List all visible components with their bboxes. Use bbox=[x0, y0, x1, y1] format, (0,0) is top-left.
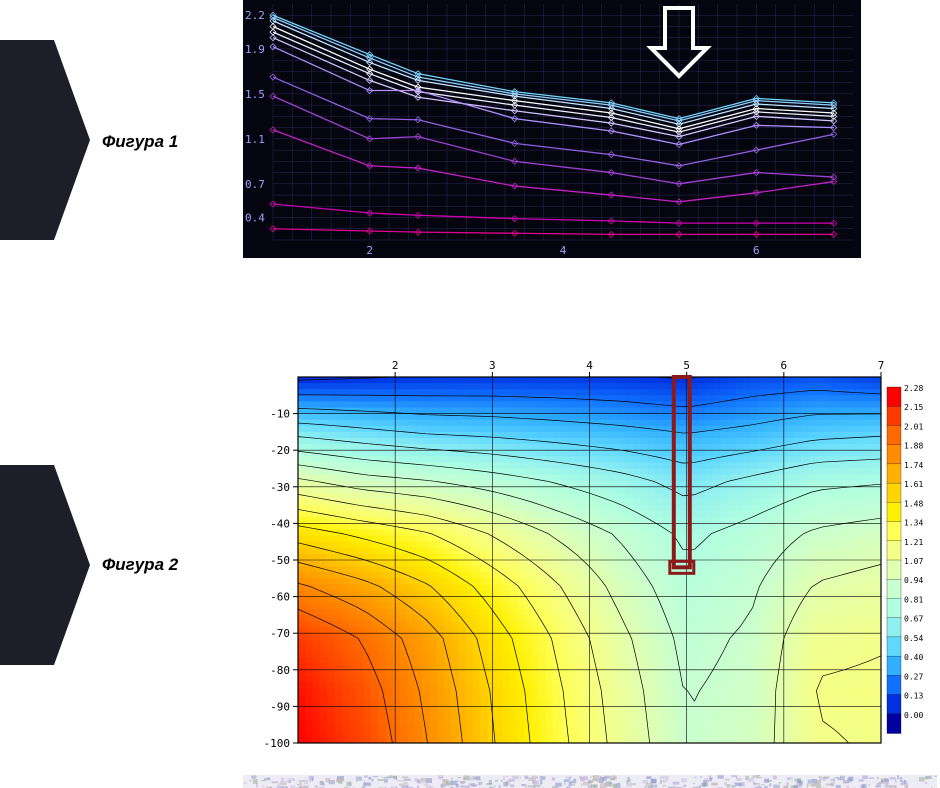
svg-text:0.4: 0.4 bbox=[245, 212, 265, 225]
svg-text:6: 6 bbox=[781, 359, 788, 372]
svg-text:1.48: 1.48 bbox=[904, 499, 923, 508]
svg-text:-70: -70 bbox=[270, 627, 290, 640]
svg-text:1.9: 1.9 bbox=[245, 43, 265, 56]
svg-text:7: 7 bbox=[878, 359, 885, 372]
svg-text:4: 4 bbox=[586, 359, 593, 372]
heatmap-svg: 2 3 4 5 6 7 -10 -20 -30 -40 -50 -60 -70 -80 -90 -100 2.2… bbox=[243, 357, 937, 751]
line-chart-svg: 2 4 6 0.4 0.7 1.1 1.5 1.9 2.2 bbox=[243, 0, 861, 258]
svg-text:2: 2 bbox=[366, 244, 373, 257]
svg-text:2.2: 2.2 bbox=[245, 9, 265, 22]
svg-text:1.88: 1.88 bbox=[904, 442, 923, 451]
svg-text:3: 3 bbox=[489, 359, 496, 372]
figure-2-label: Фигура 2 bbox=[102, 555, 178, 575]
svg-text:1.34: 1.34 bbox=[904, 519, 923, 528]
svg-text:0.27: 0.27 bbox=[904, 672, 923, 681]
svg-text:0.94: 0.94 bbox=[904, 576, 923, 585]
svg-text:-50: -50 bbox=[270, 554, 290, 567]
svg-text:0.40: 0.40 bbox=[904, 653, 923, 662]
svg-text:-80: -80 bbox=[270, 664, 290, 677]
svg-text:1.5: 1.5 bbox=[245, 88, 265, 101]
svg-text:-40: -40 bbox=[270, 517, 290, 530]
svg-text:0.81: 0.81 bbox=[904, 595, 923, 604]
svg-text:0.00: 0.00 bbox=[904, 711, 923, 720]
svg-text:1.61: 1.61 bbox=[904, 480, 923, 489]
svg-text:-30: -30 bbox=[270, 481, 290, 494]
svg-text:1.07: 1.07 bbox=[904, 557, 923, 566]
svg-text:2: 2 bbox=[392, 359, 399, 372]
svg-text:2.15: 2.15 bbox=[904, 403, 923, 412]
heatmap-chart: 2 3 4 5 6 7 -10 -20 -30 -40 -50 -60 -70 -80 -90 -100 2.2… bbox=[243, 357, 937, 751]
svg-text:-10: -10 bbox=[270, 408, 290, 421]
chevron-fig2 bbox=[0, 465, 90, 665]
svg-text:-90: -90 bbox=[270, 700, 290, 713]
figure-1-label: Фигура 1 bbox=[102, 132, 178, 152]
svg-text:-20: -20 bbox=[270, 444, 290, 457]
svg-text:4: 4 bbox=[560, 244, 567, 257]
svg-text:0.54: 0.54 bbox=[904, 634, 923, 643]
svg-text:2.01: 2.01 bbox=[904, 422, 923, 431]
svg-text:0.67: 0.67 bbox=[904, 615, 923, 624]
svg-text:-60: -60 bbox=[270, 591, 290, 604]
noise-strip bbox=[243, 775, 937, 788]
svg-text:1.1: 1.1 bbox=[245, 133, 265, 146]
svg-text:-100: -100 bbox=[264, 737, 291, 750]
svg-text:0.7: 0.7 bbox=[245, 178, 265, 191]
svg-text:5: 5 bbox=[683, 359, 690, 372]
line-chart: 2 4 6 0.4 0.7 1.1 1.5 1.9 2.2 bbox=[243, 0, 861, 258]
svg-text:2.28: 2.28 bbox=[904, 384, 923, 393]
svg-text:0.13: 0.13 bbox=[904, 692, 923, 701]
chevron-fig1 bbox=[0, 40, 90, 240]
svg-text:6: 6 bbox=[753, 244, 760, 257]
svg-text:1.74: 1.74 bbox=[904, 461, 923, 470]
svg-text:1.21: 1.21 bbox=[904, 538, 923, 547]
